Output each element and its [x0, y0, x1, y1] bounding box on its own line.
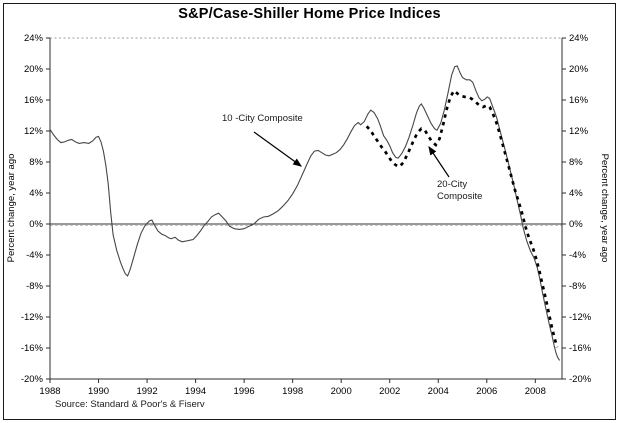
- y-tick-label-left: -12%: [21, 312, 44, 323]
- y-tick-label-right: -8%: [569, 281, 586, 292]
- y-axis-title-left: Percent change, year ago: [6, 154, 17, 263]
- x-tick-label: 2002: [379, 386, 400, 397]
- label-10-city-composite: 10 -City Composite: [222, 113, 303, 124]
- label-20-city-composite: 20-City Composite: [437, 179, 482, 203]
- y-tick-label-right: 24%: [569, 33, 589, 44]
- y-tick-label-right: -4%: [569, 250, 586, 261]
- axis-ticks: [46, 37, 566, 383]
- y-tick-label-right: 8%: [569, 157, 583, 168]
- label-20-city-line1: 20-City: [437, 179, 468, 190]
- figure-border: [3, 3, 616, 420]
- y-tick-label-right: 4%: [569, 188, 583, 199]
- axis-tick-labels: 24% 24% 20% 20% 16% 16% 12% 12% 8% 8% 4% 4% 0% 0% -4% -…: [21, 33, 592, 397]
- label-20-city-line2: Composite: [437, 191, 483, 202]
- x-tick-label: 1996: [234, 386, 255, 397]
- x-tick-label: 2008: [525, 386, 546, 397]
- x-tick-label: 1988: [39, 386, 60, 397]
- y-tick-label-left: 24%: [24, 33, 44, 44]
- source-note: Source: Standard & Poor's & Fiserv: [55, 399, 205, 410]
- y-tick-label-left: 16%: [24, 95, 44, 106]
- series-20-city-line: [365, 88, 559, 348]
- x-tick-label: 1998: [282, 386, 303, 397]
- y-tick-label-left: 8%: [29, 157, 43, 168]
- y-tick-label-right: 12%: [569, 126, 589, 137]
- y-tick-label-right: 20%: [569, 64, 589, 75]
- y-tick-label-left: -16%: [21, 343, 44, 354]
- x-tick-label: 1992: [136, 386, 157, 397]
- y-axis-title-right: Percent change, year ago: [599, 154, 610, 263]
- y-tick-label-left: 12%: [24, 126, 44, 137]
- gridlines: [50, 37, 562, 226]
- x-tick-label: 1994: [185, 386, 206, 397]
- x-tick-label: 2006: [476, 386, 497, 397]
- x-tick-label: 2000: [331, 386, 352, 397]
- y-tick-label-right: 16%: [569, 95, 589, 106]
- y-tick-label-right: -12%: [569, 312, 592, 323]
- arrow-20-city: [428, 146, 450, 178]
- y-tick-label-left: 4%: [29, 188, 43, 199]
- axes: [49, 38, 563, 380]
- data-series: [49, 65, 561, 361]
- axis-titles: Percent change, year ago Percent change, …: [6, 154, 610, 263]
- x-tick-label: 1990: [88, 386, 109, 397]
- y-tick-label-right: 0%: [569, 219, 583, 230]
- arrow-10-city: [253, 131, 302, 167]
- chart-title: S&P/Case-Shiller Home Price Indices: [178, 6, 441, 22]
- y-tick-label-left: -8%: [26, 281, 43, 292]
- y-tick-label-right: -20%: [569, 374, 592, 385]
- y-tick-label-left: 0%: [29, 219, 43, 230]
- y-tick-label-left: -4%: [26, 250, 43, 261]
- series-10-city-line: [49, 65, 561, 361]
- y-tick-label-left: 20%: [24, 64, 44, 75]
- x-tick-label: 2004: [428, 386, 449, 397]
- y-tick-label-right: -16%: [569, 343, 592, 354]
- y-tick-label-left: -20%: [21, 374, 44, 385]
- annotation-arrows: [253, 131, 450, 178]
